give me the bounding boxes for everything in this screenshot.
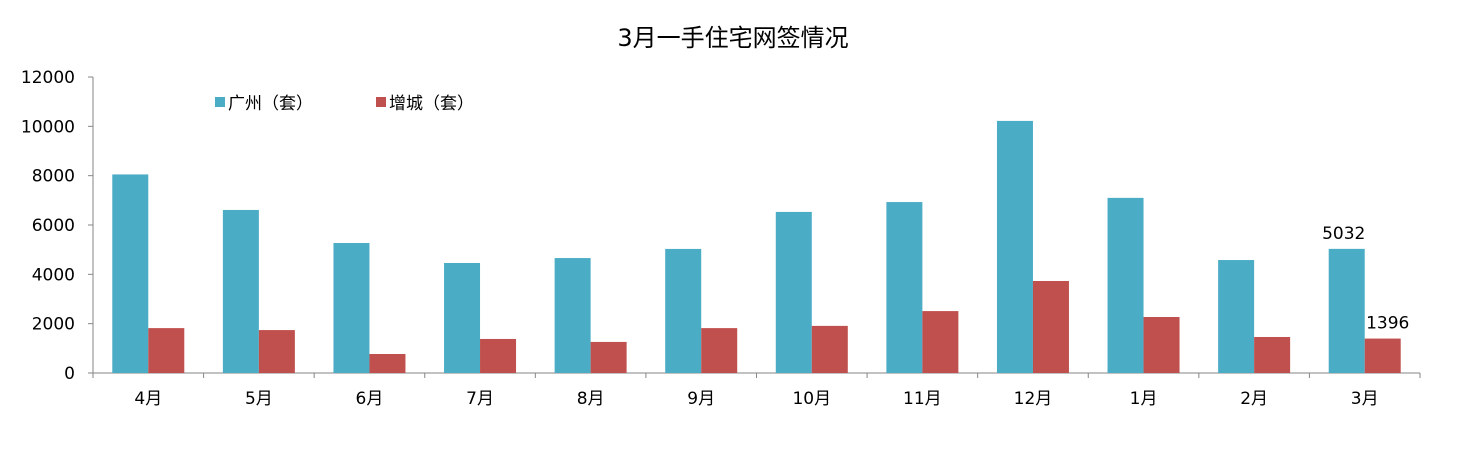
- y-tick-label: 12000: [21, 68, 75, 88]
- bar-zengcheng: [1143, 317, 1180, 373]
- x-tick-label: 9月: [687, 389, 715, 409]
- x-tick-label: 11月: [903, 389, 942, 409]
- bar-zengcheng: [811, 325, 848, 373]
- bar-zengcheng: [1364, 338, 1401, 373]
- x-tick-label: 6月: [356, 389, 384, 409]
- bar-guangzhou: [1107, 197, 1144, 373]
- bar-zengcheng: [1254, 336, 1291, 373]
- bar-guangzhou: [1218, 260, 1255, 373]
- y-tick-label: 2000: [32, 315, 75, 335]
- x-tick-label: 4月: [134, 389, 162, 409]
- legend-label: 广州（套）: [228, 94, 313, 114]
- x-tick-label: 1月: [1130, 389, 1158, 409]
- bar-guangzhou: [444, 262, 481, 373]
- bar-guangzhou: [886, 202, 923, 373]
- x-tick-label: 10月: [792, 389, 831, 409]
- x-tick-label: 2月: [1240, 389, 1268, 409]
- bar-zengcheng: [922, 311, 959, 373]
- bar-guangzhou: [222, 209, 259, 373]
- x-tick-label: 8月: [577, 389, 605, 409]
- bar-zengcheng: [369, 354, 406, 373]
- chart-title: 3月一手住宅网签情况: [617, 24, 848, 52]
- x-tick-label: 5月: [245, 389, 273, 409]
- y-tick-label: 10000: [21, 117, 75, 137]
- bar-guangzhou: [996, 120, 1033, 373]
- y-tick-label: 0: [64, 364, 75, 384]
- legend-swatch: [376, 97, 386, 107]
- bar-zengcheng: [480, 338, 517, 373]
- data-label: 1396: [1366, 314, 1409, 334]
- bar-zengcheng: [148, 328, 185, 373]
- bar-guangzhou: [665, 248, 702, 373]
- legend-label: 增城（套）: [389, 94, 474, 114]
- legend-swatch: [215, 97, 225, 107]
- y-tick-label: 4000: [32, 265, 75, 285]
- data-label: 5032: [1322, 224, 1365, 244]
- bar-zengcheng: [590, 341, 627, 373]
- x-tick-label: 3月: [1351, 389, 1379, 409]
- bar-guangzhou: [775, 211, 812, 373]
- bar-guangzhou: [554, 258, 591, 373]
- bar-zengcheng: [258, 330, 295, 373]
- bar-zengcheng: [1032, 280, 1069, 373]
- bar-guangzhou: [112, 174, 149, 373]
- x-tick-label: 12月: [1014, 389, 1053, 409]
- y-tick-label: 8000: [32, 167, 75, 187]
- y-tick-label: 6000: [32, 216, 75, 236]
- bar-guangzhou: [333, 243, 370, 373]
- bar-guangzhou: [1328, 248, 1365, 373]
- bar-zengcheng: [701, 328, 738, 373]
- x-tick-label: 7月: [466, 389, 494, 409]
